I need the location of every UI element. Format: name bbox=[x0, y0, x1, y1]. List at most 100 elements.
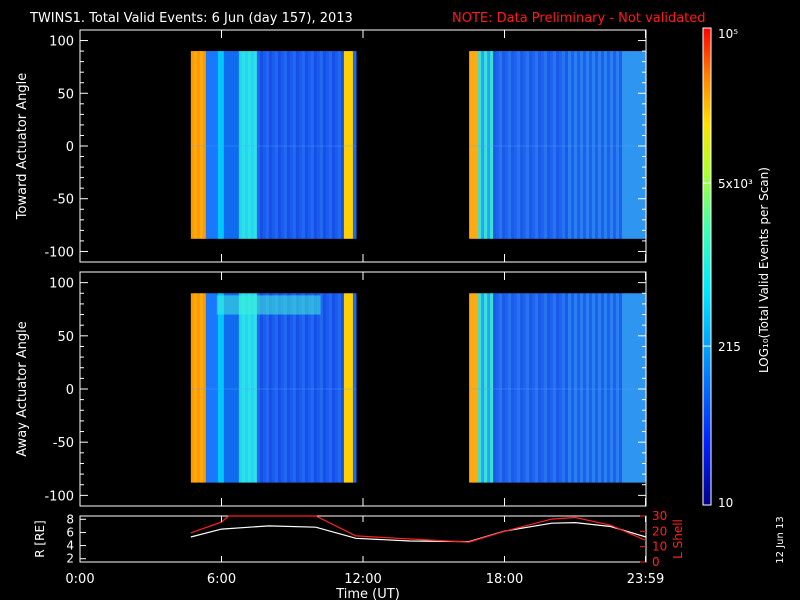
heatmap-cell bbox=[628, 51, 632, 239]
heatmap-cell bbox=[586, 51, 590, 239]
heatmap-cell bbox=[259, 293, 264, 483]
away-angle-panel: 100 50 0 -50 -100 Away Actuator Angle bbox=[15, 271, 647, 507]
heatmap-cell bbox=[340, 51, 345, 239]
heatmap-cell bbox=[337, 293, 342, 483]
heatmap-cell bbox=[481, 293, 485, 483]
heatmap-cell bbox=[274, 51, 279, 239]
heatmap-cell bbox=[340, 293, 345, 483]
heatmap-cell bbox=[268, 51, 273, 239]
heatmap-cell bbox=[313, 51, 318, 239]
heatmap-cell bbox=[637, 293, 641, 483]
chart-title: TWINS1. Total Valid Events: 6 Jun (day 1… bbox=[29, 11, 353, 26]
heatmap-cell bbox=[289, 51, 294, 239]
heatmap-cell bbox=[523, 293, 527, 483]
heatmap-cell bbox=[271, 293, 276, 483]
heatmap-cell bbox=[517, 293, 521, 483]
heatmap-cell bbox=[244, 293, 249, 483]
heatmap-cell bbox=[346, 293, 351, 483]
heatmap-cell bbox=[490, 293, 494, 483]
heatmap-cell bbox=[295, 293, 300, 483]
heatmap-cell bbox=[478, 293, 482, 483]
y-tick-right-label: 0 bbox=[652, 555, 660, 569]
heatmap-cell bbox=[217, 293, 222, 483]
heatmap-cell bbox=[217, 51, 222, 239]
heatmap-cell bbox=[616, 51, 620, 239]
heatmap-cell bbox=[484, 293, 488, 483]
heatmap-cell bbox=[640, 293, 644, 483]
heatmap-cell bbox=[256, 51, 261, 239]
heatmap-cell bbox=[505, 293, 509, 483]
heatmap-cell bbox=[634, 51, 638, 239]
heatmap-cells bbox=[190, 293, 647, 483]
heatmap-cell bbox=[577, 293, 581, 483]
heatmap-cell bbox=[553, 293, 557, 483]
heatmap-cell bbox=[301, 51, 306, 239]
heatmap-cell bbox=[547, 293, 551, 483]
y-tick-label: -100 bbox=[44, 489, 74, 504]
heatmap-cell bbox=[307, 51, 312, 239]
heatmap-cell bbox=[211, 293, 216, 483]
heatmap-cell bbox=[493, 51, 497, 239]
heatmap-cell bbox=[601, 293, 605, 483]
heatmap-cell bbox=[592, 51, 596, 239]
heatmap-cell bbox=[310, 51, 315, 239]
heatmap-cell bbox=[349, 293, 354, 483]
heatmap-cell bbox=[640, 51, 644, 239]
heatmap-cell bbox=[619, 293, 623, 483]
heatmap-cell bbox=[337, 51, 342, 239]
heatmap-cell bbox=[601, 51, 605, 239]
y-tick-left-label: 2 bbox=[66, 552, 74, 566]
heatmap-cell bbox=[190, 293, 195, 483]
colorbar-tick-label: 5x10³ bbox=[718, 177, 753, 191]
heatmap-cell bbox=[478, 51, 482, 239]
heatmap-cell bbox=[526, 293, 530, 483]
heatmap-cell bbox=[334, 293, 339, 483]
heatmap-cell bbox=[235, 293, 240, 483]
heatmap-cell bbox=[523, 51, 527, 239]
x-axis-label: Time (UT) bbox=[335, 587, 400, 600]
heatmap-cell bbox=[253, 51, 258, 239]
heatmap-cell bbox=[568, 51, 572, 239]
heatmap-cell bbox=[220, 293, 225, 483]
heatmap-cell bbox=[199, 293, 204, 483]
heatmap-cell bbox=[331, 51, 336, 239]
y-axis-label: Toward Actuator Angle bbox=[15, 73, 30, 220]
heatmap-cell bbox=[259, 51, 264, 239]
heatmap-cell bbox=[592, 293, 596, 483]
heatmap-cell bbox=[631, 51, 635, 239]
heatmap-cell bbox=[622, 51, 626, 239]
heatmap-cell bbox=[520, 293, 524, 483]
heatmap-cell bbox=[535, 51, 539, 239]
heatmap-cell bbox=[565, 293, 569, 483]
heatmap-cell bbox=[214, 51, 219, 239]
heatmap-cell bbox=[607, 293, 611, 483]
colorbar-label: LOG₁₀(Total Valid Events per Scan) bbox=[757, 167, 771, 373]
heatmap-cell bbox=[604, 51, 608, 239]
heatmap-cell bbox=[526, 51, 530, 239]
heatmap-cell bbox=[505, 51, 509, 239]
heatmap-cell bbox=[502, 51, 506, 239]
heatmap-cell bbox=[544, 51, 548, 239]
heatmap-cell bbox=[487, 51, 491, 239]
heatmap-cell bbox=[580, 293, 584, 483]
heatmap-cell bbox=[517, 51, 521, 239]
heatmap-cell bbox=[223, 51, 228, 239]
heatmap-cell bbox=[292, 293, 297, 483]
heatmap-cell bbox=[235, 51, 240, 239]
y-tick-right-label: 30 bbox=[652, 509, 667, 523]
heatmap-cell bbox=[538, 51, 542, 239]
heatmap-cell bbox=[244, 51, 249, 239]
heatmap-cell bbox=[271, 51, 276, 239]
heatmap-cell bbox=[514, 51, 518, 239]
heatmap-cell bbox=[589, 293, 593, 483]
heatmap-cell bbox=[196, 293, 201, 483]
heatmap-cell bbox=[508, 293, 512, 483]
heatmap-cell bbox=[331, 293, 336, 483]
heatmap-cell bbox=[256, 293, 261, 483]
heatmap-cell bbox=[610, 51, 614, 239]
y-tick-label: -50 bbox=[53, 436, 74, 451]
heatmap-cell bbox=[247, 293, 252, 483]
heatmap-cell bbox=[625, 51, 629, 239]
